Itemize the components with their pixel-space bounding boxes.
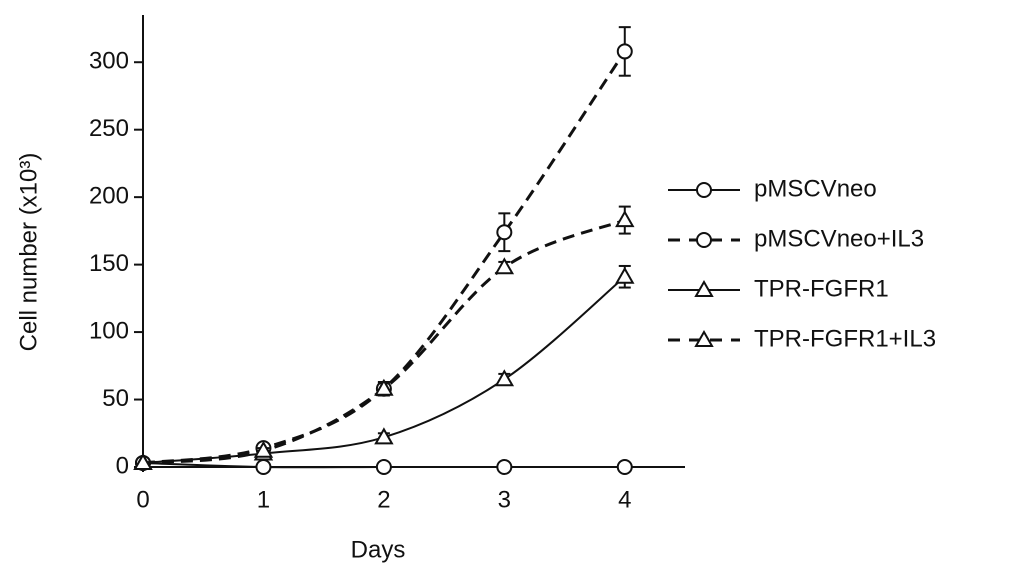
legend-label: TPR-FGFR1+IL3	[754, 325, 936, 352]
data-point	[255, 459, 272, 475]
data-point	[374, 427, 394, 445]
x-tick-label: 1	[257, 486, 270, 513]
y-tick-label: 300	[89, 48, 129, 75]
data-point	[133, 452, 153, 470]
data-point	[615, 210, 635, 228]
data-point	[616, 43, 633, 60]
x-tick-label: 2	[377, 486, 390, 513]
data-point	[374, 378, 394, 396]
x-axis-label: Days	[351, 536, 406, 563]
legend-marker	[694, 279, 714, 297]
y-tick-label: 250	[89, 115, 129, 142]
y-tick-label: 150	[89, 250, 129, 277]
legend-marker	[696, 182, 712, 198]
x-tick-label: 4	[618, 486, 631, 513]
y-axis-label: Cell number (x10³)	[15, 153, 42, 352]
data-point	[496, 224, 513, 241]
x-tick-label: 3	[498, 486, 511, 513]
y-tick-label: 0	[116, 452, 129, 479]
data-point	[375, 459, 392, 475]
data-point	[615, 266, 635, 284]
data-point	[496, 459, 513, 475]
y-tick-label: 100	[89, 317, 129, 344]
legend-marker	[696, 232, 712, 248]
data-point	[494, 257, 515, 275]
y-tick-label: 50	[102, 385, 129, 412]
y-tick-label: 200	[89, 182, 129, 209]
series-line	[142, 50, 627, 465]
legend-label: pMSCVneo	[754, 175, 877, 202]
legend-marker	[694, 329, 714, 347]
data-point	[253, 440, 274, 458]
data-point	[494, 369, 515, 387]
data-point	[616, 459, 633, 475]
legend-label: TPR-FGFR1	[754, 275, 889, 302]
legend-label: pMSCVneo+IL3	[754, 225, 924, 252]
x-tick-label: 0	[136, 486, 149, 513]
